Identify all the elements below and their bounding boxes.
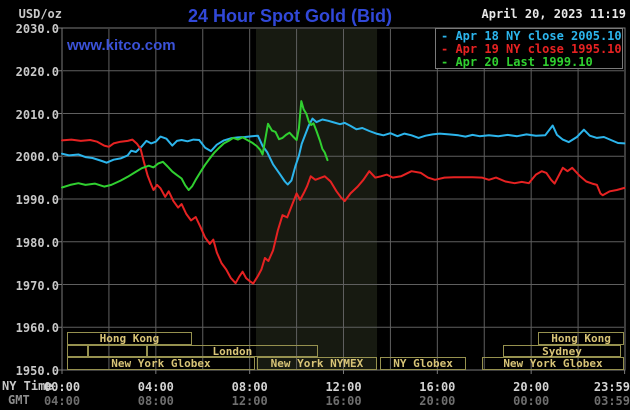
session-bar-new-york-globex: New York Globex: [481, 357, 625, 371]
legend-label: Apr 19 NY close 1995.10: [455, 42, 622, 56]
unit-label: USD/oz: [18, 7, 62, 21]
session-bar-label: New York Globex: [503, 357, 603, 371]
session-bar: [88, 344, 147, 358]
session-bar: [66, 344, 88, 358]
legend-swatch-dash: -: [441, 42, 456, 56]
x-axis-gmt-label: 08:00: [137, 394, 174, 408]
session-bar-label: London: [212, 344, 253, 358]
datetime-label: April 20, 2023 11:19: [481, 7, 627, 21]
session-bar-hong-kong: Hong Kong: [66, 332, 192, 346]
series-line-0: [61, 117, 626, 186]
session-bar-label: New York NYMEX: [270, 357, 364, 371]
page-title: 24 Hour Spot Gold (Bid): [188, 6, 392, 26]
series-line-1: [61, 138, 626, 285]
y-axis-tick-label: 2020.0: [15, 64, 59, 79]
legend-item: - Apr 20 Last 1999.10: [441, 56, 622, 69]
y-axis-tick-label: 1950.0: [15, 364, 59, 378]
session-bar-sydney: Sydney: [503, 344, 621, 358]
legend-label: Apr 18 NY close 2005.10: [455, 29, 622, 43]
x-axis-ny-label: 20:00: [513, 380, 550, 394]
y-axis-tick-label: 1980.0: [15, 235, 59, 250]
legend-swatch-dash: -: [441, 55, 456, 69]
kitco-watermark-link[interactable]: www.kitco.com: [67, 37, 176, 54]
plot-border: [61, 27, 626, 371]
session-bar-label: Sydney: [542, 344, 582, 358]
x-axis-gmt-label: 12:00: [231, 394, 268, 408]
x-axis-gmt-label: 03:59: [593, 394, 630, 408]
gmt-row-label: GMT: [8, 393, 30, 407]
legend-swatch-dash: -: [441, 29, 456, 43]
legend-item: - Apr 19 NY close 1995.10: [441, 43, 622, 56]
session-bar-ny-globex: NY Globex: [380, 357, 466, 370]
session-bar-label: Hong Kong: [551, 332, 611, 346]
session-bar-label: Hong Kong: [99, 332, 160, 346]
legend: - Apr 18 NY close 2005.10- Apr 19 NY clo…: [435, 28, 623, 69]
ny-time-row-label: NY Time: [2, 379, 53, 393]
x-axis-gmt-label: 20:00: [419, 394, 456, 408]
x-axis-ny-label: 12:00: [325, 380, 362, 394]
x-axis-gmt-label: 04:00: [43, 394, 81, 408]
y-axis-tick-label: 1990.0: [15, 193, 59, 207]
x-axis-ny-label: 08:00: [231, 380, 268, 394]
legend-item: - Apr 18 NY close 2005.10: [441, 30, 622, 43]
y-axis-tick-label: 1960.0: [15, 321, 59, 336]
x-axis-ny-label: 00:00: [43, 380, 81, 394]
session-bar-london: London: [146, 344, 318, 358]
x-axis-ny-label: 04:00: [137, 380, 174, 394]
y-axis-tick-label: 2010.0: [15, 107, 59, 122]
session-bar-label: New York Globex: [111, 357, 211, 371]
session-bar-label: NY Globex: [393, 357, 453, 371]
session-bar-hong-kong: Hong Kong: [538, 332, 625, 346]
legend-label: Apr 20 Last 1999.10: [455, 55, 593, 69]
x-axis-gmt-label: 16:00: [325, 394, 362, 408]
y-axis-tick-label: 2000.0: [15, 150, 59, 165]
x-axis-ny-label: 23:59: [593, 380, 630, 394]
session-bar-new-york-globex: New York Globex: [66, 357, 255, 371]
session-bar-new-york-nymex: New York NYMEX: [256, 357, 377, 371]
y-axis-tick-label: 1970.0: [15, 278, 59, 293]
series-line-2: [61, 100, 329, 191]
y-axis-tick-label: 2030.0: [15, 22, 59, 36]
x-axis-ny-label: 16:00: [419, 380, 456, 394]
x-axis-gmt-label: 00:00: [513, 394, 550, 408]
